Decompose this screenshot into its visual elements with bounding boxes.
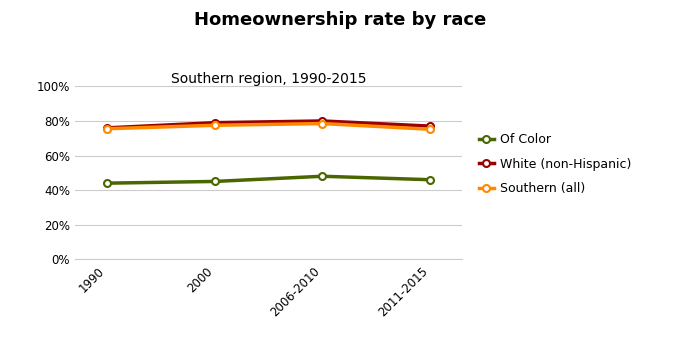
Text: Homeownership rate by race: Homeownership rate by race [194, 11, 486, 29]
Line: White (non-Hispanic): White (non-Hispanic) [103, 117, 434, 131]
Line: Of Color: Of Color [103, 173, 434, 186]
Line: Southern (all): Southern (all) [103, 120, 434, 133]
White (non-Hispanic) [211, 121, 219, 125]
Of Color [103, 181, 112, 185]
Southern (all) [211, 123, 219, 127]
Southern (all) [103, 127, 112, 131]
White (non-Hispanic) [426, 124, 435, 128]
Legend: Of Color, White (non-Hispanic), Southern (all): Of Color, White (non-Hispanic), Southern… [477, 131, 634, 197]
White (non-Hispanic) [318, 119, 326, 123]
Southern (all) [318, 121, 326, 126]
Title: Southern region, 1990-2015: Southern region, 1990-2015 [171, 72, 367, 86]
Southern (all) [426, 127, 435, 131]
Of Color [318, 174, 326, 179]
Of Color [426, 177, 435, 182]
White (non-Hispanic) [103, 126, 112, 130]
Of Color [211, 179, 219, 184]
